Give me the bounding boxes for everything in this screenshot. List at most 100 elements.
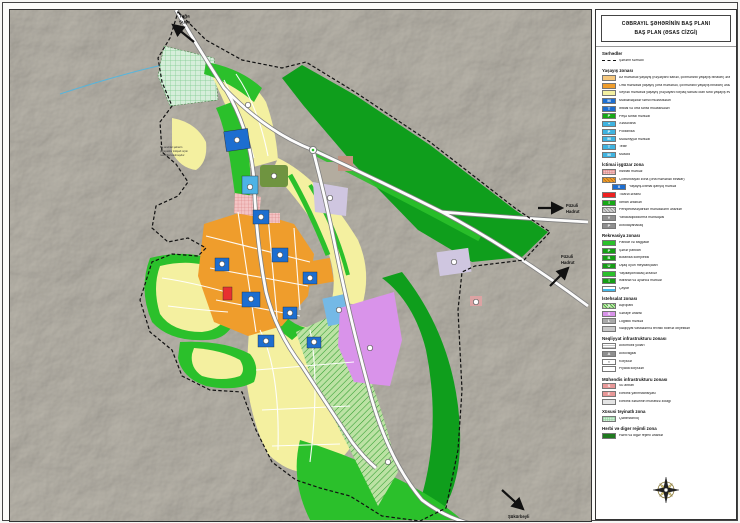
legend-item: Piyada körpüləri <box>602 366 730 373</box>
reservoir-icon: S <box>607 383 611 389</box>
legend-swatch-solid <box>602 74 616 81</box>
legend-swatch-solid: Y <box>602 215 616 222</box>
legend-item-label: Logistik mərkəz <box>619 319 644 323</box>
legend-item-label: Xəstəxana <box>619 122 636 126</box>
legend-item-label: Teatr <box>619 145 627 149</box>
legend-item: P Şəhər parkları <box>602 247 730 254</box>
legend-item: M Mədəniyyət mərkəzi <box>602 136 730 143</box>
legend-item-label: Seyrək mərtəbəli yaşayış (həyətyanı torp… <box>619 91 730 95</box>
legend-item: S Su anbarı <box>602 383 730 390</box>
facility-blocks <box>214 128 322 349</box>
legend-item-label: Avtovağzal <box>619 352 637 355</box>
legend-item: T Teatr <box>602 144 730 151</box>
legend-swatch-solid: P <box>602 128 616 135</box>
map-area: Tuğa Şuşa Füzuli Hadrut Füzuli Hadrut Şü… <box>9 9 592 522</box>
legend-item: Nəqliyyat vasitələrinə texniki xidmət ob… <box>602 326 730 333</box>
preschool-icon: M <box>607 98 611 104</box>
legend-section-title: Yaşayış zonası <box>602 68 633 74</box>
legend-item-label: Yaşayış-ictimai qarışıq mərkəz <box>629 185 677 189</box>
legend-swatch-grid <box>602 168 616 175</box>
legend-swatch-solid <box>602 270 616 277</box>
legend-swatch-solid: İ <box>602 278 616 285</box>
legend-item-label: Uşaq oyun meydançaları <box>619 264 658 267</box>
legend-section-title: Rekreasiya zonası <box>602 232 641 238</box>
legend-swatch-solid: U <box>602 262 616 269</box>
legend-item-label: Yanacaqdoldurma məntəqəsi <box>619 216 665 220</box>
industry-icon: S <box>607 310 611 316</box>
legend-item-label: Avtodayanacaq <box>619 223 644 227</box>
highways <box>174 10 590 521</box>
legend-item-label: Sənaye ərazisi <box>619 311 642 315</box>
legend-item: P Avtodayanacaq <box>602 222 730 229</box>
legend-swatch-solid: ∩ <box>602 358 616 365</box>
legend-swatch-solid: P <box>602 113 616 120</box>
legend-item: Şəhərin sərhədi <box>602 58 730 64</box>
zone-agropark <box>296 312 398 506</box>
legend-section-title: İstehsalat zonası <box>602 296 638 302</box>
arrow-label-east2-1: Füzuli <box>561 254 573 259</box>
legend-item: İ İdman əraziləri <box>602 199 730 206</box>
legend-item-label: Avtomobil yolları <box>619 344 645 348</box>
legend-item: L Logistik mərkəz <box>602 318 730 325</box>
legend-item-label: İstirahət və əyləncə mərkəzi <box>619 279 663 283</box>
legend-section-title: Mühəndis infrastrukturu zonası <box>602 376 668 382</box>
zone-forest-ne <box>282 65 548 262</box>
legend-item-label: Perspektivləşdirilən məhəllələrin ərazil… <box>619 208 683 212</box>
substation-icon: E <box>607 391 611 397</box>
legend-item-label: İnzibati mərkəz <box>619 170 643 174</box>
legend-swatch-solid <box>602 82 616 89</box>
legend-swatch-solid: T <box>602 144 616 151</box>
legend-item: Hərbi və digər rejimli ərazilər <box>602 432 730 439</box>
legend-item: İ İstirahət və əyləncə mərkəzi <box>602 278 730 285</box>
legend-swatch-solid: P <box>602 247 616 254</box>
plan-title-line1: CƏBRAYIL ŞƏHƏRİNİN BAŞ PLANI <box>621 21 711 27</box>
legend-item: T İbtidai və orta təhsil müəssisələri <box>602 105 730 112</box>
culture-icon: M <box>607 136 611 142</box>
legend-title-box: CƏBRAYIL ŞƏHƏRİNİN BAŞ PLANI BAŞ PLAN (Ə… <box>601 15 731 42</box>
legend-item: P Peşə təhsili mərkəzi <box>602 113 730 120</box>
arrow-label-east1-2: Hadrut <box>566 209 580 214</box>
legend-item: Çoxfunksiyalı zona (orta mərtəbəli binal… <box>602 176 730 183</box>
legend-swatch-solid: M <box>602 98 616 105</box>
legend-swatch-solid <box>602 90 616 97</box>
legend-section-title: Sərhədlər <box>602 51 623 56</box>
school-icon: T <box>607 105 611 111</box>
fuel-station-icon: Y <box>607 215 611 221</box>
legend-items: Sərhədlər Şəhərin sərhədi Yaşayış zonası Az… <box>596 51 736 439</box>
legend-swatch-solid: M <box>602 136 616 143</box>
legend-section-title: İctimai işgüzar zona <box>602 162 644 168</box>
entertainment-icon: İ <box>608 278 610 284</box>
legend-swatch-grid <box>602 415 616 422</box>
legend-item: Qəbiristanlıq <box>602 415 730 422</box>
zone-detached-sw <box>191 348 243 379</box>
parking-icon: P <box>607 222 611 228</box>
legend-item: Orta mərtəbəli yaşayış (orta mərtəbəli, … <box>602 82 730 89</box>
legend-swatch-solid: M <box>602 151 616 158</box>
legend-item: E Elektrik yarımstansiyası <box>602 391 730 398</box>
vocational-icon: P <box>607 113 611 119</box>
legend-item: A Aqropark <box>602 303 730 310</box>
zone-forest-se <box>382 272 461 512</box>
arrow-label-east2-2: Hadrut <box>561 260 575 265</box>
compass-rose-icon <box>652 476 680 504</box>
legend-item: S Sənaye ərazisi <box>602 310 730 317</box>
botanic-icon: B <box>607 255 611 261</box>
legend-section-title: Nəqliyyat infrastrukturu zonası <box>602 336 667 342</box>
legend-item-label: İbtidai və orta təhsil müəssisələri <box>619 106 670 110</box>
legend-section-title: Hərbi və digər rejimli zona <box>602 426 657 432</box>
legend-item: U Uşaq oyun meydançaları <box>602 262 730 269</box>
sport-icon: İ <box>608 199 610 205</box>
arrow-label-top-1: Tuğa <box>179 14 190 19</box>
mixed-center-icon: X <box>617 184 621 190</box>
legend-item-label: Körpülər <box>619 359 633 363</box>
legend-item: Az mərtəbəli yaşayış (həyətyanı sahəli, … <box>602 74 730 81</box>
legend-item: P Poliklinika <box>602 128 730 135</box>
legend-item-label: Orta mərtəbəli yaşayış (orta mərtəbəli, … <box>619 83 730 87</box>
legend-swatch-solid <box>602 239 616 246</box>
legend-item: Elektrik xətlərinin mühafizə zolağı <box>602 398 730 405</box>
legend-item: A Avtovağzal <box>602 350 730 357</box>
bridge-icon: ∩ <box>607 358 611 364</box>
legend-item-label: Məscid <box>619 152 631 156</box>
